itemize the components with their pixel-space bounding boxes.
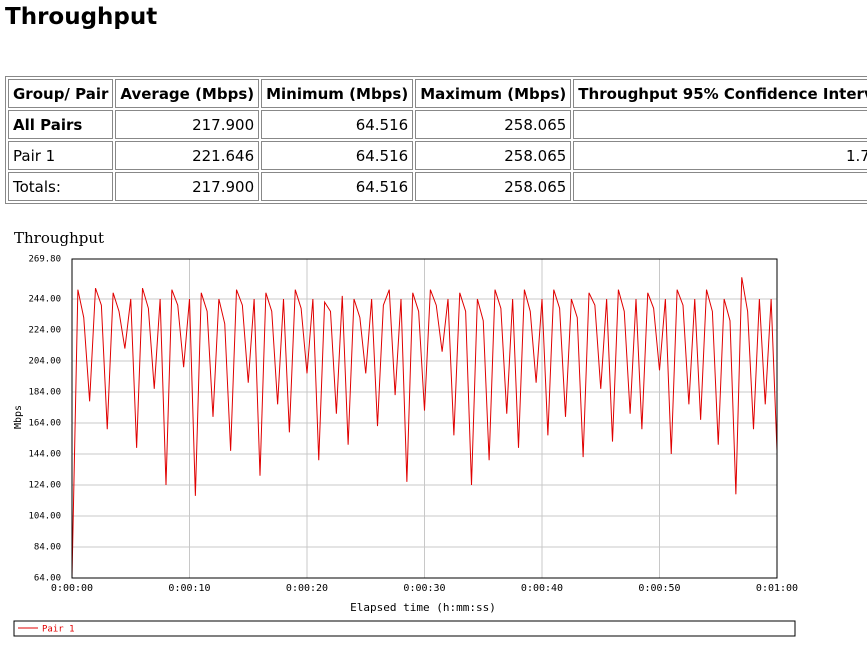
- data-line: [71, 277, 778, 578]
- cell: 258.065: [415, 172, 572, 201]
- y-tick-label: 184.00: [28, 387, 61, 397]
- cell: 258.065: [415, 110, 572, 139]
- cell: [573, 110, 867, 139]
- header-cell: Average (Mbps): [115, 79, 260, 108]
- y-tick-label: 269.80: [28, 255, 61, 265]
- y-tick-label: 124.00: [28, 480, 61, 490]
- legend-label: Pair 1: [42, 625, 75, 635]
- y-tick-label: 104.00: [28, 511, 61, 521]
- header-cell: Minimum (Mbps): [261, 79, 414, 108]
- header-cell: Maximum (Mbps): [415, 79, 572, 108]
- row: All Pairs 217.900 64.516 258.065: [8, 110, 867, 139]
- x-tick-label: 0:01:00: [756, 583, 798, 594]
- y-axis-label: Mbps: [13, 405, 24, 429]
- x-tick-label: 0:00:00: [51, 583, 93, 594]
- header-cell: Throughput 95% Confidence Interval: [573, 79, 867, 108]
- page-title: Throughput: [5, 4, 158, 30]
- x-tick-label: 0:00:30: [403, 583, 445, 594]
- cell: Pair 1: [8, 141, 114, 170]
- x-tick-label: 0:00:10: [168, 583, 210, 594]
- cell: 64.516: [261, 110, 414, 139]
- plot-border: [71, 258, 778, 579]
- stats-table: Group/ Pair Average (Mbps) Minimum (Mbps…: [5, 76, 867, 204]
- row: Pair 1 221.646 64.516 258.065 1.750: [8, 141, 867, 170]
- cell: 1.750: [573, 141, 867, 170]
- y-tick-label: 164.00: [28, 418, 61, 428]
- cell: 217.900: [115, 110, 260, 139]
- cell: 258.065: [415, 141, 572, 170]
- cell: 64.516: [261, 141, 414, 170]
- y-tick-label: 64.00: [34, 574, 61, 584]
- legend-box: [13, 620, 796, 637]
- cell: Totals:: [8, 172, 114, 201]
- x-tick-label: 0:00:50: [638, 583, 680, 594]
- chart-title: Throughput: [14, 229, 104, 247]
- cell: [573, 172, 867, 201]
- x-tick-label: 0:00:20: [286, 583, 328, 594]
- header-row: Group/ Pair Average (Mbps) Minimum (Mbps…: [8, 79, 867, 108]
- cell: 217.900: [115, 172, 260, 201]
- cell: 221.646: [115, 141, 260, 170]
- cell: 64.516: [261, 172, 414, 201]
- y-tick-label: 144.00: [28, 449, 61, 459]
- cell: All Pairs: [8, 110, 114, 139]
- header-cell: Group/ Pair: [8, 79, 114, 108]
- y-tick-label: 244.00: [28, 294, 61, 304]
- x-tick-label: 0:00:40: [521, 583, 563, 594]
- y-tick-label: 224.00: [28, 325, 61, 335]
- y-tick-label: 204.00: [28, 356, 61, 366]
- row: Totals: 217.900 64.516 258.065: [8, 172, 867, 201]
- x-axis-label: Elapsed time (h:mm:ss): [350, 601, 496, 614]
- chart: Throughput Elapsed time (h:mm:ss) Mbps 6…: [13, 229, 798, 637]
- y-tick-label: 84.00: [34, 542, 61, 552]
